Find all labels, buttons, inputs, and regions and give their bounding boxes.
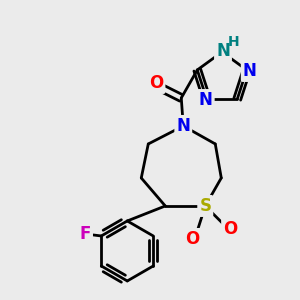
Text: N: N bbox=[216, 42, 230, 60]
Text: N: N bbox=[176, 117, 190, 135]
Text: N: N bbox=[243, 62, 257, 80]
Text: S: S bbox=[199, 197, 211, 215]
Text: O: O bbox=[149, 74, 164, 92]
Text: O: O bbox=[185, 230, 200, 248]
Text: N: N bbox=[199, 91, 213, 109]
Text: H: H bbox=[228, 35, 240, 49]
Text: O: O bbox=[223, 220, 237, 238]
Text: F: F bbox=[80, 225, 91, 243]
